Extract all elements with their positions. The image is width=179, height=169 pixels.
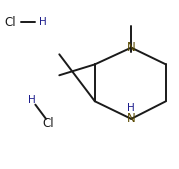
Text: H: H xyxy=(28,95,36,105)
Text: Cl: Cl xyxy=(43,117,54,130)
Text: H: H xyxy=(127,103,135,113)
Text: Cl: Cl xyxy=(5,16,16,29)
Text: H: H xyxy=(38,17,46,28)
Text: N: N xyxy=(127,112,136,125)
Text: N: N xyxy=(127,41,136,54)
